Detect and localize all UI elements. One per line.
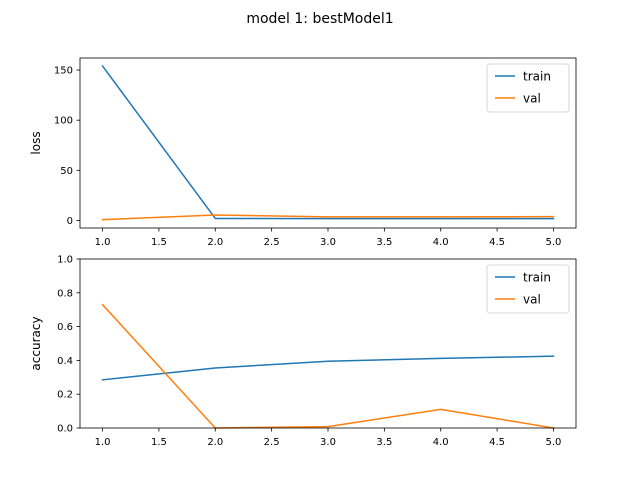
y-tick-label: 0 (67, 216, 73, 227)
y-tick-label: 0.6 (57, 322, 73, 333)
x-tick-label: 2.5 (264, 237, 280, 248)
legend: train val (486, 63, 570, 113)
x-tick-label: 1.5 (151, 237, 167, 248)
y-axis-label: loss (29, 131, 43, 154)
loss-subplot: 1.0 1.5 2.0 2.5 3.0 3.5 4.0 4.5 5.0 0 50 100 150 loss… (29, 57, 577, 248)
x-tick-label: 1.0 (95, 437, 111, 448)
legend: train val (486, 264, 570, 314)
legend-label-val: val (523, 92, 541, 106)
x-tick-label: 3.0 (320, 437, 336, 448)
x-tick-label: 3.5 (376, 237, 392, 248)
y-axis-label: accuracy (29, 316, 43, 370)
y-tick-label: 0.8 (57, 288, 73, 299)
y-tick-label: 0.0 (57, 424, 73, 435)
x-tick-label: 1.0 (95, 237, 111, 248)
legend-label-train: train (523, 271, 551, 285)
series-line-train (101, 355, 555, 381)
x-tick-label: 4.0 (433, 237, 449, 248)
y-tick-label: 1.0 (57, 255, 73, 266)
x-tick-label: 5.0 (546, 237, 562, 248)
figure-title: model 1: bestModel1 (246, 11, 393, 27)
series-line-train (101, 64, 555, 220)
x-tick-label: 1.5 (151, 437, 167, 448)
x-tick-label: 2.0 (207, 237, 223, 248)
x-tick-label: 3.0 (320, 237, 336, 248)
y-tick-label: 50 (60, 166, 73, 177)
accuracy-subplot: 1.0 1.5 2.0 2.5 3.0 3.5 4.0 4.5 5.0 0.0 0.2 0.4 0.6 0… (29, 255, 577, 448)
legend-label-train: train (523, 70, 551, 84)
x-tick-label: 4.0 (433, 437, 449, 448)
x-tick-label: 2.0 (207, 437, 223, 448)
y-tick-label: 150 (54, 66, 73, 77)
y-tick-label: 0.4 (57, 356, 73, 367)
y-tick-label: 0.2 (57, 390, 73, 401)
y-tick-label: 100 (54, 116, 73, 127)
x-tick-label: 4.5 (489, 237, 505, 248)
legend-label-val: val (523, 293, 541, 307)
x-tick-label: 4.5 (489, 437, 505, 448)
series-line-val (101, 303, 555, 429)
x-tick-label: 2.5 (264, 437, 280, 448)
x-tick-label: 5.0 (546, 437, 562, 448)
x-tick-label: 3.5 (376, 437, 392, 448)
